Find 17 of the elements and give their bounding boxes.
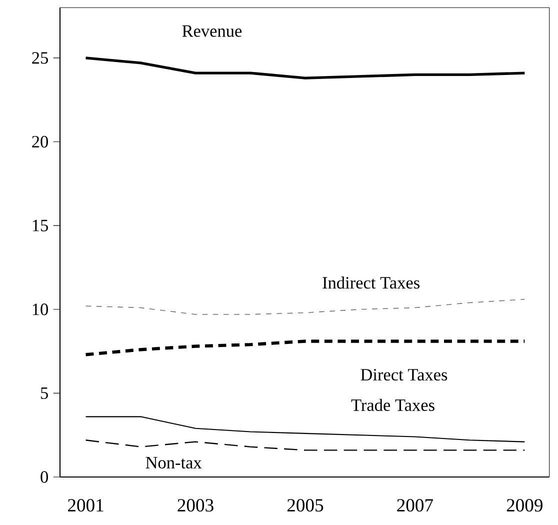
x-tick-label: 2009 bbox=[506, 499, 542, 512]
series-label: Direct Taxes bbox=[360, 368, 448, 381]
y-tick-label: 25 bbox=[32, 52, 48, 64]
x-tick-label: 2003 bbox=[178, 499, 214, 512]
x-tick-label: 2007 bbox=[397, 499, 434, 512]
series-label: Revenue bbox=[182, 25, 242, 37]
y-tick-label: 15 bbox=[32, 220, 48, 232]
y-tick-label: 10 bbox=[32, 304, 48, 316]
series-label: Non-tax bbox=[146, 457, 202, 468]
y-tick-label: 0 bbox=[40, 471, 48, 483]
x-tick-label: 2005 bbox=[287, 499, 324, 512]
y-tick-label: 20 bbox=[32, 136, 48, 148]
x-tick-label: 2001 bbox=[68, 499, 104, 512]
y-tick-label: 5 bbox=[41, 387, 48, 399]
series-label: Trade Taxes bbox=[351, 398, 434, 411]
series-label: Indirect Taxes bbox=[322, 276, 420, 289]
line-series bbox=[85, 298, 525, 315]
